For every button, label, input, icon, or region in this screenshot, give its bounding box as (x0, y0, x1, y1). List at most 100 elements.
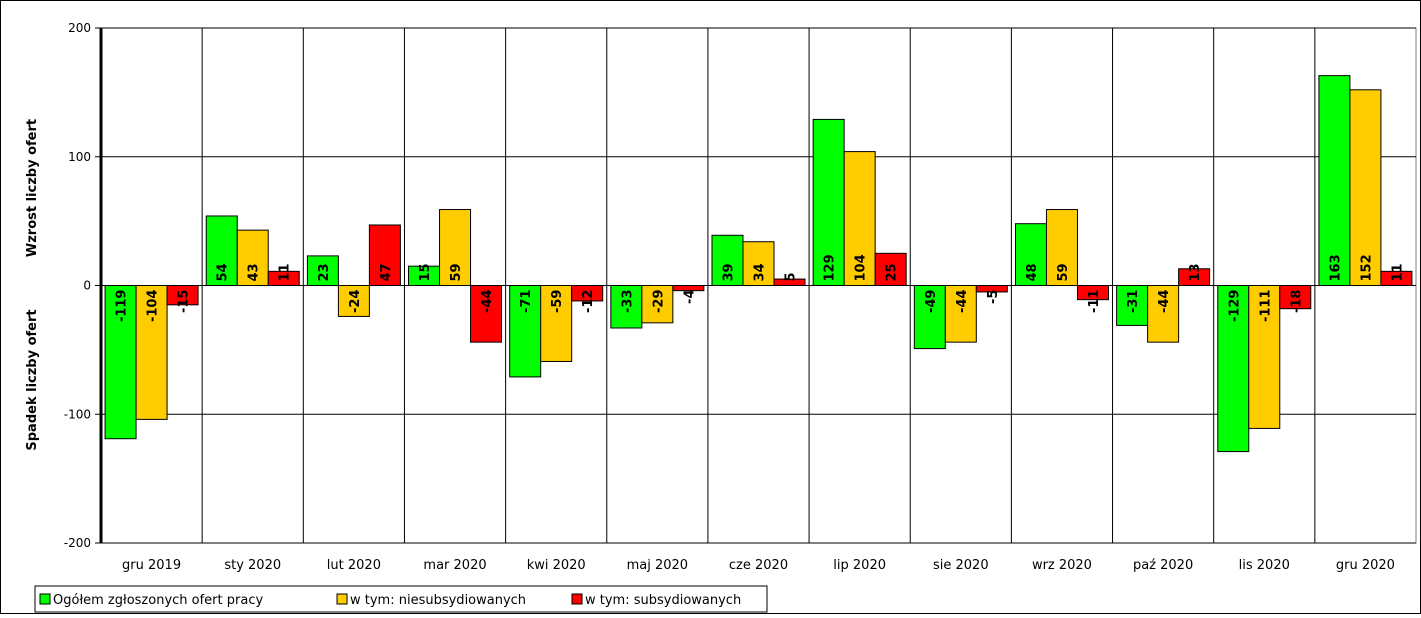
bar (843, 151, 876, 286)
axes: 200 100 0 -100 -200 gru 2019 sty 2020 lut 2020 m… (64, 21, 1395, 573)
x-tick-label: gru 2020 (1336, 558, 1395, 573)
data-label: -59 (550, 290, 565, 314)
grid (100, 27, 1417, 544)
bar (470, 285, 503, 343)
x-tick-label: lut 2020 (327, 558, 381, 573)
legend-box (34, 585, 768, 613)
y-tick-label: -200 (64, 536, 91, 550)
data-label: 59 (1056, 263, 1071, 281)
bar (773, 278, 806, 286)
data-label: 11 (278, 263, 293, 281)
bar (672, 285, 705, 292)
bar (1349, 89, 1382, 286)
x-tick-label: lis 2020 (1239, 558, 1290, 573)
x-tick-label: paź 2020 (1133, 558, 1193, 573)
bar (812, 118, 845, 286)
bar (267, 270, 300, 286)
bar (913, 285, 946, 350)
data-label: -44 (1157, 290, 1172, 314)
y-tick-label: -100 (64, 407, 91, 421)
data-label: 39 (722, 263, 737, 281)
x-tick-label: maj 2020 (627, 558, 688, 573)
bar (337, 285, 370, 317)
y-axis-label-bottom: Spadek liczby ofert (25, 309, 40, 450)
legend-label: w tym: subsydiowanych (585, 593, 741, 608)
legend: Ogółem zgłoszonych ofert pracy w tym: nie… (34, 585, 768, 613)
bar (368, 224, 401, 287)
bar (610, 285, 643, 329)
bar (641, 285, 674, 324)
bar (1076, 285, 1109, 301)
bars (104, 75, 1413, 453)
data-label: 23 (317, 263, 332, 281)
data-label: 5 (784, 272, 799, 281)
data-label: -33 (620, 290, 635, 314)
data-label: -11 (1087, 290, 1102, 314)
bar (166, 285, 199, 306)
bar (1217, 285, 1250, 453)
x-tick-label: lip 2020 (833, 558, 886, 573)
x-tick-label: gru 2019 (122, 558, 181, 573)
bar (236, 229, 269, 286)
x-tick-label: wrz 2020 (1032, 558, 1092, 573)
data-label: -44 (480, 290, 495, 314)
data-label: -24 (348, 290, 363, 314)
legend-swatch (336, 593, 348, 605)
data-label: 34 (753, 263, 768, 281)
data-label: -104 (146, 290, 161, 323)
bar (439, 209, 472, 287)
legend-swatch (571, 593, 583, 605)
bar (1178, 268, 1211, 287)
bar (975, 285, 1008, 293)
data-label: 59 (449, 263, 464, 281)
data-label: 11 (1390, 263, 1405, 281)
data-label: -71 (519, 290, 534, 314)
data-label: -4 (682, 290, 697, 304)
bar (742, 241, 775, 287)
bar (874, 252, 907, 286)
y-axis-label-top: Wzrost liczby ofert (25, 119, 40, 257)
x-tick-label: kwi 2020 (527, 558, 586, 573)
data-label: 54 (216, 263, 231, 281)
bar (1380, 270, 1413, 286)
bar (1116, 285, 1149, 326)
data-label: -49 (924, 290, 939, 314)
bar (1318, 75, 1351, 286)
bar (1014, 223, 1047, 286)
data-label: 25 (885, 263, 900, 281)
x-tick-label: mar 2020 (423, 558, 486, 573)
data-label: 43 (247, 263, 262, 281)
data-label: -15 (177, 290, 192, 314)
data-label: 104 (854, 254, 869, 281)
data-label: 15 (418, 263, 433, 281)
x-tick-label: cze 2020 (729, 558, 788, 573)
y-tick-label: 200 (68, 21, 91, 35)
data-label: 163 (1328, 254, 1343, 281)
data-label: 47 (379, 263, 394, 281)
bar (306, 255, 339, 286)
legend-label: w tym: niesubsydiowanych (350, 593, 526, 608)
data-label: 129 (823, 254, 838, 281)
bar (540, 285, 573, 362)
data-label: 48 (1025, 263, 1040, 281)
data-label: 152 (1359, 254, 1374, 281)
data-label: -18 (1289, 290, 1304, 314)
y-tick-label: 100 (68, 150, 91, 164)
bar (1147, 285, 1180, 343)
data-label: -5 (986, 290, 1001, 304)
data-labels: -119 -104 -15 54 43 11 23 -24 47 15 59 -44 -71 -59 -12… (115, 254, 1406, 322)
bar (571, 285, 604, 302)
x-tick-label: sie 2020 (933, 558, 989, 573)
bar (1279, 285, 1312, 310)
data-label: -129 (1227, 290, 1242, 323)
data-label: -44 (955, 290, 970, 314)
data-label: 13 (1188, 263, 1203, 281)
legend-swatch (39, 593, 51, 605)
bar (944, 285, 977, 343)
data-label: -111 (1258, 290, 1273, 323)
bar (135, 285, 168, 420)
legend-label: Ogółem zgłoszonych ofert pracy (53, 593, 263, 608)
